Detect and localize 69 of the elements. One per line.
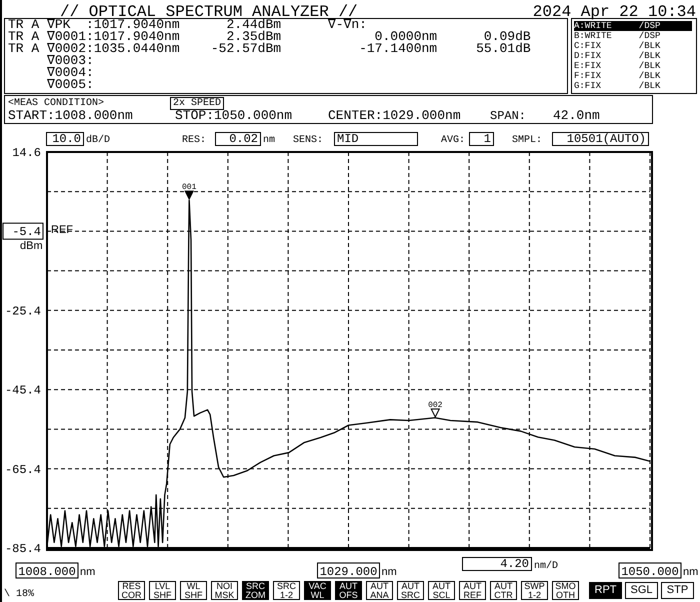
text: RPT <box>589 582 622 599</box>
text: G:FIX /BLK <box>574 81 662 91</box>
text: 10501(AUTO) <box>552 132 649 146</box>
y-axis-title: dBm <box>20 240 43 252</box>
text: SMO OTH <box>552 580 579 600</box>
text: SMPL: <box>512 135 542 147</box>
text: ∇0005: <box>46 77 94 92</box>
text: LVL SHF <box>149 580 176 600</box>
text: TR A ∇0001:1017.9040nm 2.35dBm 0.0000nm 0.09dB <box>8 29 531 44</box>
text: nm <box>683 566 698 578</box>
text: 42.0nm <box>553 108 600 123</box>
text: AUT ANA <box>366 580 393 600</box>
text: A:WRITE /DSP <box>574 21 692 31</box>
text: SRC 1-2 <box>273 580 300 600</box>
text: START:1008.000nm <box>8 108 133 123</box>
text: nm <box>382 566 397 578</box>
text: F:FIX /BLK <box>574 71 662 81</box>
y-tick-label: -65.4 <box>4 462 41 477</box>
text: WL SHF <box>180 580 207 600</box>
text: AUT SRC <box>397 580 424 600</box>
y-tick-label: -85.4 <box>4 542 41 556</box>
annotation: 001 <box>182 183 197 192</box>
text: RES COR <box>118 580 145 600</box>
text: SENS: <box>293 135 324 147</box>
text: nm <box>263 135 276 147</box>
text: \ 18% <box>4 589 34 601</box>
text: VAC WL <box>304 580 331 600</box>
text: 0.02 <box>215 132 261 146</box>
text: AUT OFS <box>335 580 362 600</box>
text: AUT SCL <box>428 580 455 600</box>
text: C:FIX /BLK <box>574 41 662 51</box>
text: <MEAS CONDITION> <box>8 98 104 109</box>
x-tick-label: 1008.000 <box>18 565 76 579</box>
annotation: 002 <box>428 400 443 410</box>
text: AUT CTR <box>490 580 517 600</box>
text: B:WRITE /DSP <box>574 31 662 41</box>
text: dB/D <box>86 135 110 147</box>
text: 4.20 <box>462 557 532 571</box>
text: MID <box>334 132 418 146</box>
text: SRC ZOM <box>242 580 269 600</box>
text: E:FIX /BLK <box>574 61 662 71</box>
text: SWP 1-2 <box>521 580 548 600</box>
x-axis-title: nm <box>80 566 96 578</box>
text: nm/D <box>534 561 558 573</box>
text: 1 <box>469 132 494 146</box>
text: TR A ∇PK :1017.9040nm 2.44dBm ∇-∇n: <box>8 17 367 32</box>
text: D:FIX /BLK <box>574 51 662 61</box>
text: CENTER:1029.000nm <box>328 108 461 123</box>
text: ∇0003: <box>46 53 94 68</box>
text: 2x SPEED <box>170 97 224 110</box>
text: TR A ∇0002:1035.0440nm -52.57dBm -17.1400nm 55.01dB <box>8 41 531 56</box>
text: ∇0004: <box>46 65 94 80</box>
text: STOP:1050.000nm <box>175 108 292 123</box>
y-tick-label: 14.6 <box>12 146 41 160</box>
y-tick-label: -25.4 <box>4 304 41 318</box>
annotation: REF <box>51 224 73 236</box>
text: STP <box>661 582 694 599</box>
text: NOI MSK <box>211 580 238 600</box>
text: AUT REF <box>459 580 486 600</box>
y-tick-label: -5.4 <box>12 225 41 240</box>
text: 10.0 <box>46 132 84 146</box>
x-tick-label: 1050.000 <box>621 565 679 579</box>
y-tick-label: -45.4 <box>4 384 41 398</box>
text: AVG: <box>441 135 466 147</box>
chart-subtitle: 2024 Apr 22 10:34 <box>532 3 696 21</box>
text: RES: <box>182 135 206 147</box>
text: SPAN: <box>490 109 526 123</box>
text: SGL <box>625 582 658 599</box>
x-tick-label: 1029.000 <box>320 565 378 579</box>
